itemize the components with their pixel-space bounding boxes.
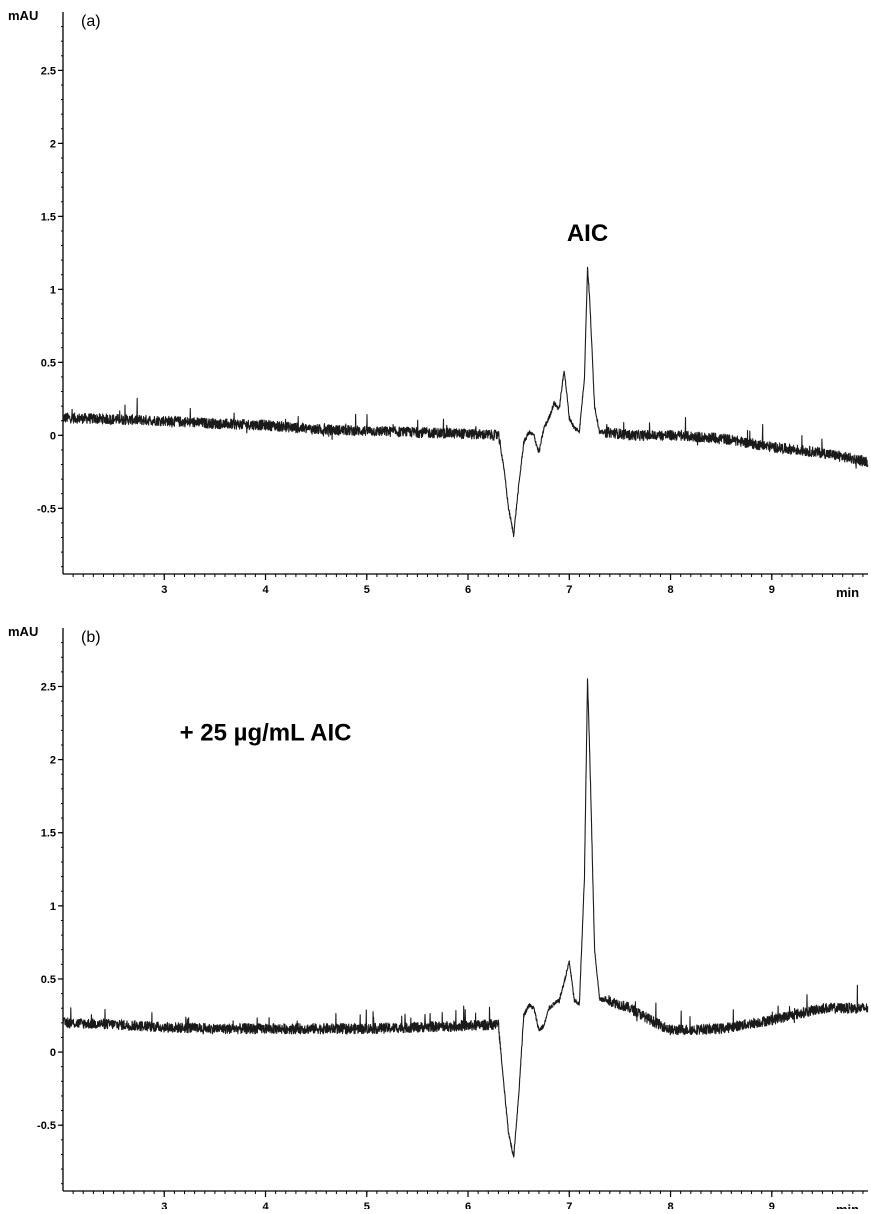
- y-tick-label: 2: [50, 755, 56, 767]
- y-tick-label: 0: [50, 430, 56, 442]
- y-tick-label: 0.5: [41, 974, 56, 986]
- x-tick-label: 7: [566, 584, 572, 596]
- y-tick-label: 0: [50, 1047, 56, 1059]
- y-axis-unit-label: mAU: [8, 8, 38, 23]
- chromatogram-trace: [62, 678, 869, 1158]
- y-axis-unit-label: mAU: [8, 624, 38, 639]
- peak-annotation: + 25 µg/mL AIC: [180, 720, 352, 747]
- x-tick-label: 9: [769, 1201, 775, 1209]
- x-tick-label: 4: [262, 1201, 269, 1209]
- x-tick-label: 8: [667, 1201, 673, 1209]
- y-tick-label: 1.5: [41, 211, 56, 223]
- y-tick-label: -0.5: [37, 1120, 56, 1132]
- x-tick-label: 7: [566, 1201, 572, 1209]
- x-tick-label: 3: [161, 584, 167, 596]
- y-tick-label: 2: [50, 138, 56, 150]
- y-tick-label: 1: [50, 901, 56, 913]
- y-tick-label: 0.5: [41, 357, 56, 369]
- peak-annotation: AIC: [567, 220, 608, 247]
- x-tick-label: 6: [465, 1201, 471, 1209]
- x-tick-label: 5: [364, 584, 370, 596]
- y-tick-label: 1: [50, 284, 56, 296]
- x-axis-unit-label: min: [836, 585, 859, 600]
- x-tick-label: 5: [364, 1201, 370, 1209]
- chart-panel-a: -0.5 0 0.5 1 1.5 2 2.5 3 4 5 6 7 8 9 mAU min (a) AIC: [8, 8, 869, 600]
- chart-panel-b: -0.5 0 0.5 1 1.5 2 2.5 3 4 5 6 7 8 9 mAU min (b) + 25 µg/…: [8, 624, 869, 1214]
- x-tick-label: 8: [667, 584, 673, 596]
- x-tick-label: 9: [769, 584, 775, 596]
- x-axis-unit-label: min: [836, 1202, 859, 1209]
- x-tick-label: 4: [262, 584, 269, 596]
- y-tick-label: 2.5: [41, 681, 56, 693]
- y-tick-label: 1.5: [41, 828, 56, 840]
- y-tick-label: -0.5: [37, 503, 56, 515]
- x-tick-label: 6: [465, 584, 471, 596]
- x-tick-label: 3: [161, 1201, 167, 1209]
- y-tick-label: 2.5: [41, 65, 56, 77]
- chromatogram-trace: [62, 266, 869, 538]
- panel-label: (a): [81, 13, 101, 30]
- panel-label: (b): [81, 629, 101, 646]
